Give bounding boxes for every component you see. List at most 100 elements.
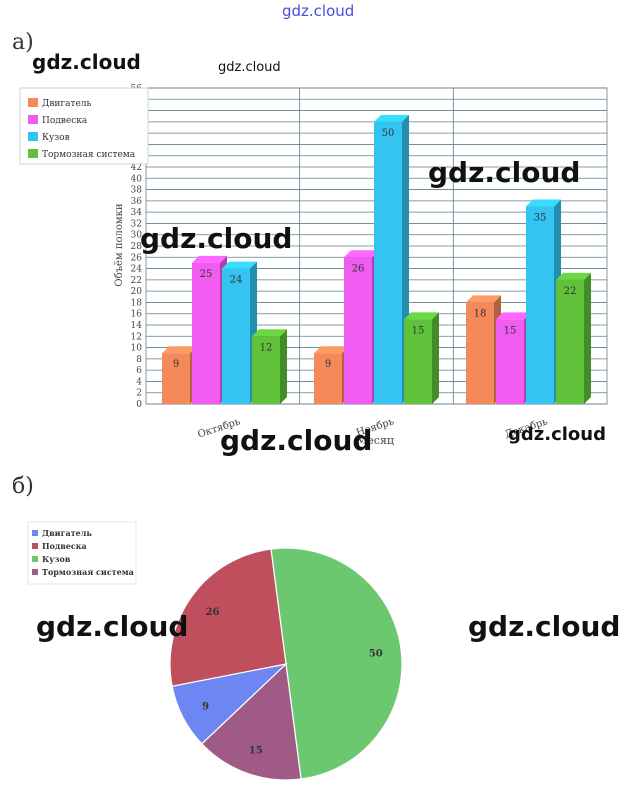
legend-label: Двигатель	[42, 99, 91, 109]
bar-top	[162, 346, 197, 354]
pie-legend-swatch	[32, 543, 38, 549]
bar	[222, 268, 250, 404]
pie-legend-box	[27, 521, 137, 585]
pie-slice	[169, 548, 287, 687]
part-a-label: а)	[12, 30, 34, 55]
pie-data-label: 26	[206, 607, 220, 618]
watermark: gdz.cloud	[218, 60, 281, 75]
pie-slice	[200, 662, 302, 781]
data-label: 22	[564, 286, 577, 297]
y-tick-label: 10	[131, 344, 143, 354]
watermark: gdz.cloud	[36, 610, 189, 643]
pie-data-label: 9	[202, 701, 209, 712]
y-tick-label: 6	[136, 366, 142, 376]
pie-legend-label: Двигатель	[42, 528, 92, 538]
data-label: 50	[382, 128, 395, 139]
legend-swatch	[28, 149, 38, 158]
y-tick-label: 14	[131, 321, 143, 331]
watermark: gdz.cloud	[468, 610, 621, 643]
y-tick-label: 36	[131, 197, 143, 207]
data-label: 18	[474, 308, 487, 319]
y-tick-label: 42	[131, 163, 142, 173]
legend-swatch	[28, 115, 38, 124]
data-label: 9	[325, 359, 331, 370]
data-label: 15	[412, 325, 425, 336]
bar	[404, 319, 432, 404]
header-watermark: gdz.cloud	[282, 2, 355, 20]
data-label: 25	[200, 269, 213, 280]
bar-top	[404, 312, 439, 320]
bar	[252, 336, 280, 404]
data-label: 12	[260, 342, 273, 353]
bar	[192, 262, 220, 404]
bar	[344, 257, 372, 404]
data-label: 24	[230, 275, 243, 286]
bar-side	[584, 272, 591, 404]
y-tick-label: 34	[131, 208, 143, 218]
y-tick-label: 22	[131, 276, 142, 286]
bar	[526, 206, 554, 404]
pie-legend-label: Тормозная система	[42, 567, 134, 577]
y-tick-label: 8	[136, 355, 142, 365]
legend-label: Подвеска	[42, 116, 88, 126]
data-label: 9	[173, 359, 179, 370]
bar	[374, 121, 402, 404]
bar	[314, 353, 342, 404]
bar-top	[526, 199, 561, 207]
pie-data-label: 50	[369, 648, 383, 659]
pie-legend-label: Подвеска	[42, 541, 87, 551]
y-tick-label: 38	[131, 186, 143, 196]
y-tick-label: 40	[131, 174, 143, 184]
watermark: gdz.cloud	[220, 424, 373, 457]
part-b-label: б)	[12, 474, 34, 499]
y-tick-label: 4	[136, 377, 142, 387]
bar-top	[222, 261, 257, 269]
bar-top	[192, 255, 227, 263]
legend-box	[19, 87, 149, 165]
bar-top	[466, 295, 501, 303]
pie-data-label: 15	[249, 745, 263, 756]
pie-legend-label: Кузов	[42, 554, 71, 564]
watermark: gdz.cloud	[32, 50, 141, 74]
pie-legend-swatch	[32, 530, 38, 536]
pie-legend-swatch	[32, 556, 38, 562]
y-tick-label: 18	[131, 298, 143, 308]
y-tick-label: 26	[131, 253, 143, 263]
data-label: 15	[504, 325, 517, 336]
y-tick-label: 2	[136, 389, 142, 399]
y-tick-label: 24	[131, 265, 143, 275]
bar-top	[556, 272, 591, 280]
bar-top	[496, 312, 531, 320]
bar	[162, 353, 190, 404]
watermark: gdz.cloud	[140, 222, 293, 255]
bar	[466, 302, 494, 404]
bar	[496, 319, 524, 404]
y-axis-title: Объём поломки	[114, 203, 125, 287]
bar	[556, 279, 584, 404]
data-label: 26	[352, 263, 365, 274]
watermark: gdz.cloud	[428, 156, 581, 189]
legend-label: Кузов	[42, 133, 70, 143]
bar-side	[432, 312, 439, 404]
y-tick-label: 30	[131, 231, 143, 241]
y-tick-label: 20	[131, 287, 143, 297]
y-tick-label: 32	[131, 219, 142, 229]
pie-legend-swatch	[32, 569, 38, 575]
y-tick-label: 16	[131, 310, 143, 320]
x-axis-title: Месяц	[356, 434, 394, 447]
y-tick-label: 12	[131, 332, 142, 342]
bar-top	[374, 114, 409, 122]
watermark: gdz.cloud	[508, 424, 606, 445]
bar-top	[344, 250, 379, 258]
data-label: 35	[534, 213, 547, 224]
legend-label: Тормозная система	[42, 150, 136, 160]
bar-side	[280, 329, 287, 404]
bar-top	[252, 329, 287, 337]
y-tick-label: 28	[131, 242, 143, 252]
y-tick-label: 0	[136, 400, 142, 410]
pie-slice	[270, 547, 403, 780]
bar-top	[314, 346, 349, 354]
legend-swatch	[28, 98, 38, 107]
legend-swatch	[28, 132, 38, 141]
